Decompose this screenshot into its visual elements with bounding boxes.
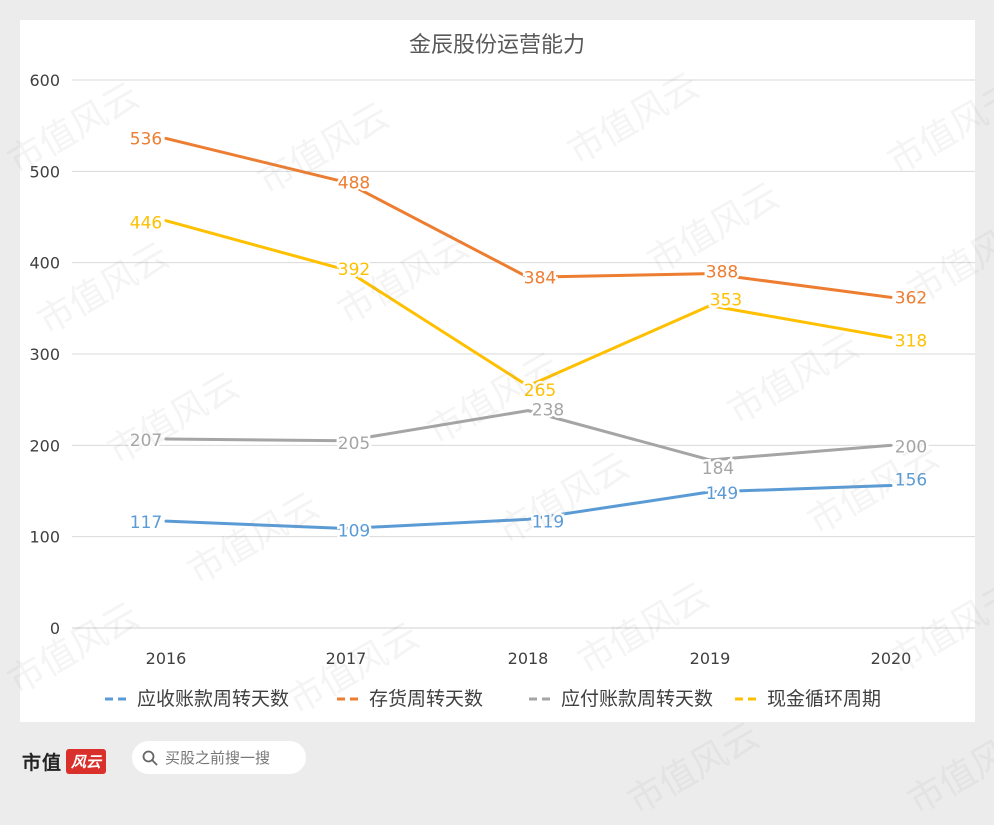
data-label: 265: [524, 381, 556, 401]
brand-tag: 风云: [66, 748, 107, 774]
legend-label: 存货周转天数: [369, 688, 483, 710]
series-line: [164, 409, 893, 462]
data-label: 156: [895, 471, 927, 491]
x-tick-label: 2020: [871, 649, 912, 668]
chart-card: 金辰股份运营能力 0 100 200 300 400 500 600 2016 2017 2018 2…: [20, 20, 975, 722]
data-label: 238: [532, 401, 564, 421]
search-box[interactable]: 买股之前搜一搜: [132, 741, 306, 774]
x-tick-label: 2019: [690, 649, 731, 668]
series-line: [164, 484, 893, 530]
brand-name: 市值: [22, 751, 63, 774]
y-tick-label: 100: [29, 528, 60, 547]
data-label: 119: [532, 512, 564, 532]
x-tick-label: 2018: [508, 649, 549, 668]
page-frame: 金辰股份运营能力 0 100 200 300 400 500 600 2016 2017 2018 2…: [0, 20, 994, 791]
y-tick-label: 400: [29, 254, 60, 273]
data-label: 109: [338, 521, 370, 541]
x-tick-label: 2016: [146, 649, 187, 668]
data-label: 149: [706, 484, 738, 504]
search-placeholder: 买股之前搜一搜: [165, 749, 271, 767]
footer-bar: 市值 风云 买股之前搜一搜: [0, 722, 994, 791]
data-label: 388: [706, 263, 738, 283]
y-tick-label: 200: [29, 436, 60, 455]
data-label: 392: [338, 260, 370, 280]
chart-title: 金辰股份运营能力: [409, 33, 585, 58]
legend-label: 应付账款周转天数: [561, 688, 713, 710]
y-tick-label: 300: [29, 345, 60, 364]
y-tick-label: 600: [29, 71, 60, 90]
x-tick-label: 2017: [326, 649, 367, 668]
data-label: 318: [895, 332, 927, 352]
data-label: 184: [702, 459, 734, 479]
search-icon: [142, 750, 158, 765]
data-label: 488: [338, 173, 370, 193]
line-chart: 金辰股份运营能力 0 100 200 300 400 500 600 2016 2017 2018 2…: [29, 33, 975, 710]
legend-label: 应收账款周转天数: [137, 688, 289, 710]
data-label: 446: [130, 214, 162, 234]
data-label: 362: [895, 288, 927, 308]
data-label: 205: [338, 434, 370, 454]
data-label: 384: [524, 268, 556, 288]
series-line: [164, 136, 893, 299]
data-label: 207: [130, 431, 162, 451]
data-label: 353: [710, 291, 742, 311]
data-label: 536: [130, 129, 162, 149]
series-line: [164, 219, 893, 388]
data-label: 200: [895, 437, 927, 457]
brand-logo[interactable]: 市值 风云: [22, 746, 107, 776]
data-label: 117: [130, 513, 162, 533]
y-tick-label: 0: [50, 619, 60, 638]
y-tick-label: 500: [29, 162, 60, 181]
legend-label: 现金循环周期: [767, 688, 881, 710]
